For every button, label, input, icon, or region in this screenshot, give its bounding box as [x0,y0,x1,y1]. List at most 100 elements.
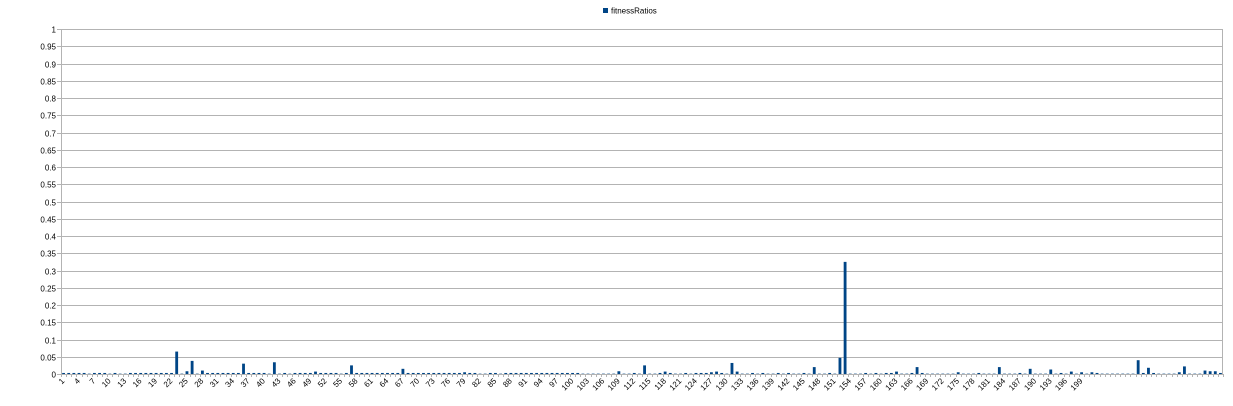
bar [828,372,832,374]
x-tick-label: 34 [223,376,236,389]
x-tick-label: 76 [439,376,452,389]
bar [720,372,724,374]
x-tick-label: 97 [547,376,560,389]
x-tick-label: 67 [393,376,406,389]
bar [812,367,816,374]
y-tick-label: 0.15 [40,319,56,328]
bar [1141,372,1145,374]
x-tick-label: 1 [57,376,67,386]
bar [391,372,395,374]
bar [139,372,143,374]
bar [550,372,554,374]
bar [1152,372,1155,374]
x-tick-label: 52 [316,376,329,389]
x-tick-label: 43 [270,376,283,389]
bar [159,372,163,374]
x-tick-label: 193 [1038,376,1054,392]
bar [82,372,86,374]
y-tick-label: 0.85 [40,78,56,87]
x-tick-label: 82 [470,376,483,389]
bar [411,372,415,374]
bar [77,372,81,374]
x-tick-label: 154 [837,376,853,392]
bar [344,372,348,374]
y-tick-label: 0.75 [40,112,56,121]
bar [874,372,878,374]
bar [704,372,708,374]
bar [658,372,662,374]
legend: fitnessRatios [603,7,657,16]
bar [164,372,168,374]
x-tick-label: 85 [486,376,499,389]
x-tick-label: 145 [791,376,807,392]
bar [416,372,420,374]
y-tick-label: 0.9 [45,61,57,70]
bar [889,372,893,374]
bar [396,372,400,374]
bar [977,372,981,374]
bar [668,372,672,374]
bar [200,370,204,374]
y-tick-label: 0.25 [40,285,56,294]
y-tick-label: 1 [52,26,57,35]
bar [406,372,410,374]
bar [257,372,261,374]
x-tick-label: 7 [88,376,98,386]
y-tick-label: 0.55 [40,181,56,190]
x-tick-label: 136 [745,376,761,392]
x-tick-label: 100 [560,376,576,392]
bar [684,372,688,374]
y-tick-label: 0.6 [45,164,57,173]
bar [329,372,333,374]
bar [236,372,240,374]
bar [694,372,698,374]
bar [144,372,148,374]
bar [211,372,215,374]
bar [283,372,287,374]
x-tick-label: 40 [254,376,267,389]
x-tick-label: 109 [606,376,622,392]
bar [231,372,235,374]
x-tick-label: 190 [1022,376,1038,392]
bar [452,372,456,374]
bar [1028,368,1032,374]
bar [504,372,508,374]
bar [494,372,497,374]
bar [838,357,842,374]
x-tick-label: 127 [699,376,715,392]
x-tick-label: 121 [668,376,684,392]
x-tick-label: 196 [1053,376,1069,392]
x-tick-label: 112 [622,376,638,392]
bar [463,372,467,374]
bar [93,372,96,374]
bar [170,372,173,374]
y-tick-label: 0.7 [45,130,57,139]
bar [540,372,544,374]
bar [632,372,636,374]
x-tick-label: 22 [162,376,175,389]
y-tick-label: 0.5 [45,199,57,208]
bar [751,372,754,374]
bar [571,372,574,374]
bar [802,372,806,374]
bar [710,372,713,374]
x-tick-label: 46 [285,376,298,389]
bar [699,372,703,374]
bar [468,372,472,374]
bar [442,372,446,374]
y-tick-label: 0.35 [40,250,56,259]
x-tick-label: 169 [914,376,930,392]
bar [643,365,646,375]
bar [175,351,179,374]
x-tick-label: 184 [992,376,1008,392]
bar [663,371,667,374]
x-tick-label: 91 [517,376,530,389]
bar [360,372,364,374]
x-tick-label: 166 [899,376,915,392]
x-tick-label: 181 [976,376,992,392]
x-tick-label: 124 [683,376,699,392]
bar [488,372,492,374]
bar [370,372,374,374]
x-tick-label: 151 [822,376,838,392]
bar [956,372,960,374]
